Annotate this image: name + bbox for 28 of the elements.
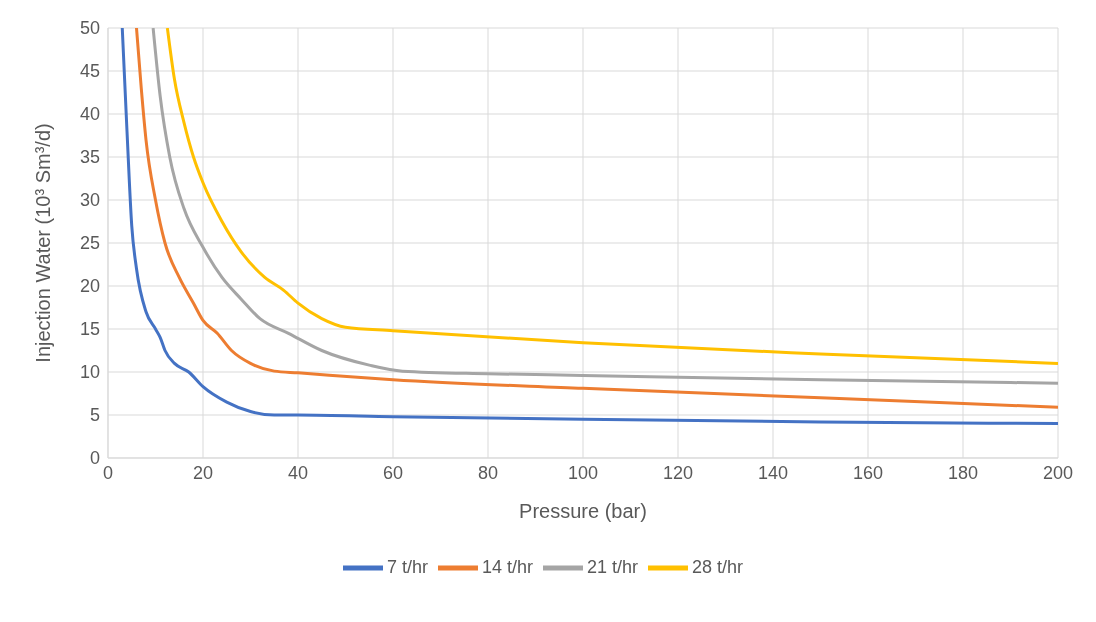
- y-tick-label: 45: [79, 61, 100, 82]
- y-tick-label: 0: [89, 448, 100, 469]
- x-tick-label: 100: [567, 462, 599, 483]
- y-tick-label: 5: [89, 405, 100, 426]
- y-tick-label: 40: [79, 104, 100, 125]
- x-tick-label: 160: [852, 462, 884, 483]
- y-tick-label: 30: [79, 190, 100, 211]
- x-tick-label: 20: [192, 462, 214, 483]
- x-tick-label: 0: [102, 462, 114, 483]
- x-tick-label: 40: [287, 462, 309, 483]
- y-tick-label: 10: [79, 362, 100, 383]
- x-tick-label: 60: [382, 462, 404, 483]
- x-tick-label: 180: [947, 462, 979, 483]
- x-tick-label: 200: [1042, 462, 1074, 483]
- x-tick-label: 80: [477, 462, 499, 483]
- y-tick-label: 15: [79, 319, 100, 340]
- y-axis-title: Injection Water (10³ Sm³/d): [32, 123, 55, 363]
- legend-label: 28 t/hr: [692, 556, 744, 577]
- legend-label: 7 t/hr: [386, 556, 428, 577]
- legend-label: 14 t/hr: [481, 556, 533, 577]
- y-tick-label: 35: [79, 147, 100, 168]
- y-tick-label: 50: [79, 18, 100, 39]
- legend-label: 21 t/hr: [587, 556, 639, 577]
- y-tick-label: 25: [79, 233, 100, 254]
- y-tick-label: 20: [79, 276, 100, 297]
- x-tick-label: 120: [662, 462, 694, 483]
- x-tick-label: 140: [757, 462, 789, 483]
- x-axis-title: Pressure (bar): [519, 500, 647, 522]
